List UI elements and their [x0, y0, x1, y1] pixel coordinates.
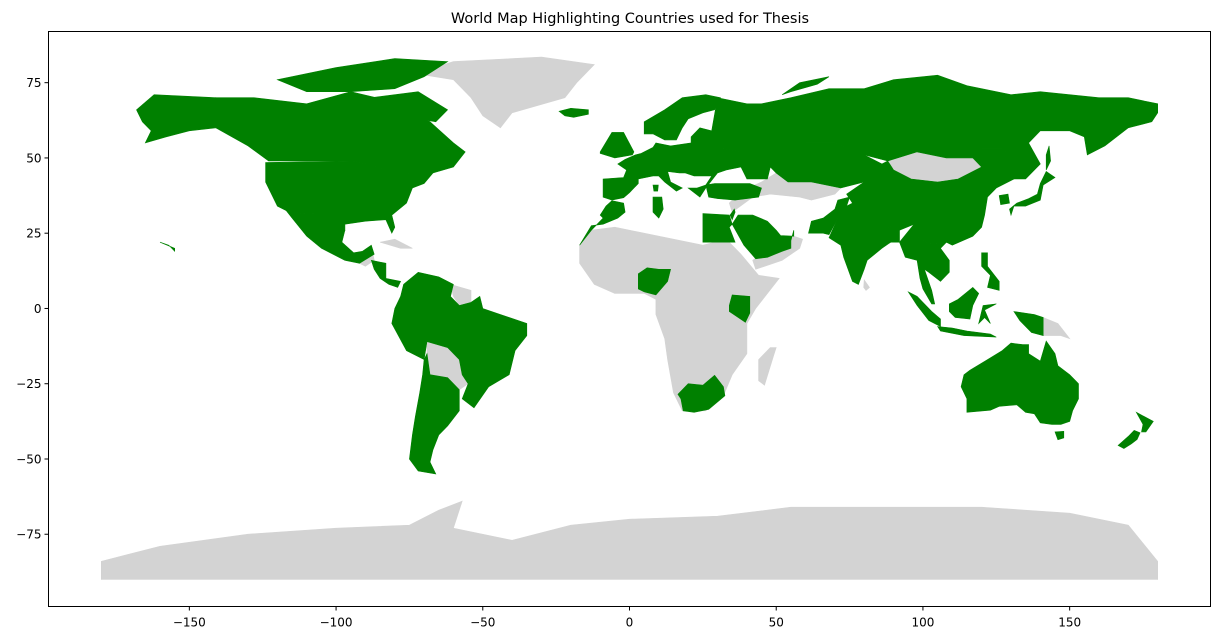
country-philippines — [981, 252, 1000, 291]
country-morocco — [579, 200, 626, 246]
country-russia-arctic-islands — [781, 76, 830, 95]
country-china — [846, 148, 1021, 246]
country-nigeria — [637, 267, 671, 296]
country-israel-levant — [729, 208, 736, 221]
country-alaska — [136, 94, 217, 144]
x-tick-label: −100 — [320, 616, 353, 630]
x-tick-label: 50 — [769, 616, 784, 630]
country-scandinavia — [643, 94, 721, 141]
country-south-korea — [998, 193, 1010, 205]
country-italy-islands — [652, 184, 659, 192]
country-sulawesi — [978, 303, 997, 325]
land-antarctica — [101, 500, 1158, 580]
y-tick-label: 25 — [26, 227, 41, 241]
x-tick-label: 150 — [1058, 616, 1081, 630]
country-south-america-north — [391, 271, 528, 409]
country-java-islands — [937, 326, 997, 338]
y-tick-label: 0 — [34, 302, 42, 316]
country-borneo — [948, 286, 980, 320]
x-tick-label: −50 — [470, 616, 495, 630]
country-sumatra — [907, 291, 941, 327]
country-kenya — [728, 294, 751, 323]
country-turkey — [705, 183, 762, 201]
country-baffin-island — [370, 91, 449, 123]
x-tick-label: 0 — [626, 616, 634, 630]
country-uk-ireland — [599, 132, 635, 159]
country-chile-argentina — [409, 352, 460, 475]
y-tick-label: 75 — [26, 76, 41, 90]
country-southeast-asia — [899, 223, 950, 305]
country-japan — [1009, 171, 1056, 217]
country-central-america — [370, 259, 402, 288]
country-tasmania — [1054, 430, 1065, 441]
land-layer — [101, 56, 1158, 580]
chart-title: World Map Highlighting Countries used fo… — [451, 11, 809, 27]
country-australia — [960, 340, 1079, 425]
country-tunisia — [652, 196, 664, 219]
x-axis: −150 −100 −50 0 50 100 150 — [173, 606, 1081, 630]
country-russia — [711, 74, 1158, 180]
y-tick-label: −75 — [16, 528, 41, 542]
country-sakhalin — [1045, 145, 1051, 171]
y-tick-label: 50 — [26, 151, 41, 165]
country-south-africa — [677, 374, 726, 413]
country-iceland — [558, 107, 589, 118]
x-tick-label: 100 — [911, 616, 934, 630]
country-kazakhstan — [769, 142, 883, 189]
land-png — [1042, 317, 1071, 340]
y-tick-label: −50 — [16, 452, 41, 466]
country-saudi-arabia-gulf — [731, 214, 795, 260]
country-hawaii — [159, 241, 175, 253]
land-sri-lanka — [863, 279, 870, 291]
x-tick-label: −150 — [173, 616, 206, 630]
country-mexico — [285, 210, 375, 264]
country-new-zealand-north — [1135, 411, 1154, 433]
country-europe-west — [602, 127, 748, 201]
y-tick-label: −25 — [16, 377, 41, 391]
land-madagascar — [758, 347, 777, 386]
y-axis: 75 50 25 0 −25 −50 −75 — [16, 76, 49, 542]
land-greenland — [415, 56, 595, 129]
country-egypt — [702, 213, 736, 243]
country-canada-arctic-islands — [276, 58, 449, 92]
land-africa — [579, 226, 780, 412]
country-new-zealand-south — [1117, 430, 1141, 449]
land-cuba — [380, 238, 413, 249]
country-new-guinea-west — [1013, 311, 1044, 336]
